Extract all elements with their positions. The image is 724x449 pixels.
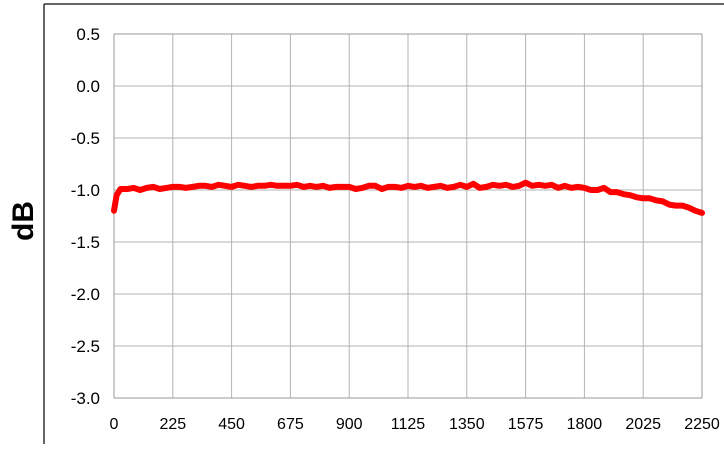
x-tick-label: 2250 [684, 416, 720, 433]
x-tick-label: 675 [277, 416, 304, 433]
y-tick-label: 0.5 [76, 25, 100, 44]
chart-frame [43, 3, 724, 444]
y-axis-ticks: 0.5 0.0 -0.5 -1.0 -1.5 -2.0 -2.5 -3.0 [71, 25, 100, 408]
x-tick-label: 0 [110, 416, 119, 433]
chart-grid [113, 33, 703, 399]
y-tick-label: -1.5 [71, 233, 100, 252]
x-tick-label: 1575 [508, 416, 544, 433]
x-tick-label: 225 [159, 416, 186, 433]
x-tick-label: 1800 [567, 416, 603, 433]
y-tick-label: 0.0 [76, 77, 100, 96]
y-tick-label: -2.0 [71, 285, 100, 304]
plot-area-border [113, 33, 703, 399]
y-tick-label: -2.5 [71, 337, 100, 356]
x-tick-label: 1350 [449, 416, 485, 433]
y-axis-label-group: dB [7, 201, 40, 241]
series-group [111, 179, 705, 216]
y-tick-label: -1.0 [71, 181, 100, 200]
y-axis-label: dB [7, 201, 40, 241]
x-tick-label: 900 [336, 416, 363, 433]
y-tick-label: -0.5 [71, 129, 100, 148]
x-axis-ticks: 0 225 450 675 900 1125 1350 1575 1800 2025 2250 [110, 416, 720, 433]
x-tick-label: 2025 [625, 416, 661, 433]
y-tick-label: -3.0 [71, 389, 100, 408]
series-line [111, 179, 705, 216]
x-tick-label: 450 [218, 416, 245, 433]
x-tick-label: 1125 [391, 416, 426, 433]
